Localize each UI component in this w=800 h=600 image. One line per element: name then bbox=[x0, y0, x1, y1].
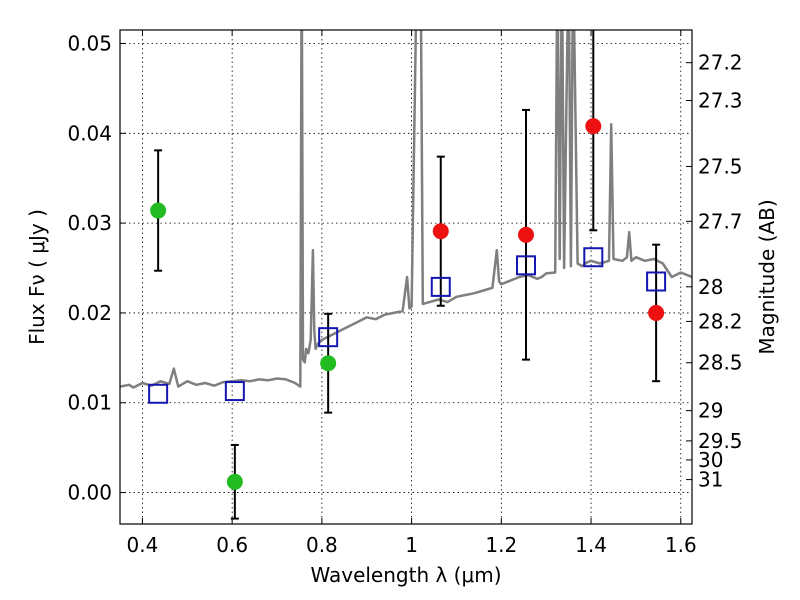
y-tick-label: 0.04 bbox=[67, 121, 112, 145]
y-axis-title-left: Flux Fν ( μJy ) bbox=[25, 209, 49, 345]
x-tick-label: 0.6 bbox=[216, 533, 248, 557]
x-tick-label: 0.4 bbox=[127, 533, 159, 557]
model-spectrum bbox=[120, 30, 692, 389]
mag-tick-label: 27.7 bbox=[698, 209, 743, 233]
red-data-point bbox=[432, 223, 449, 240]
x-tick-label: 1.6 bbox=[665, 533, 697, 557]
green-data-point bbox=[320, 355, 337, 372]
mag-tick-label: 27.3 bbox=[698, 88, 743, 112]
green-data-point bbox=[150, 202, 167, 219]
mag-tick-label: 28 bbox=[698, 275, 723, 299]
y-tick-label: 0.00 bbox=[67, 481, 112, 505]
x-tick-label: 1.4 bbox=[575, 533, 607, 557]
mag-tick-label: 30 bbox=[698, 448, 723, 472]
model-spectrum-line bbox=[120, 30, 692, 389]
model-square-marker bbox=[516, 255, 537, 276]
red-data-point bbox=[518, 226, 535, 243]
y-axis-title-right: Magnitude (AB) bbox=[755, 199, 779, 354]
y-tick-label: 0.05 bbox=[67, 31, 112, 55]
axis-ticks: 0.4 0.6 0.8 1 1.2 1.4 1.6 0.00 0.01 0.02 0.03 0.04 0… bbox=[67, 30, 743, 557]
plot-frame bbox=[119, 29, 693, 525]
model-square-marker bbox=[148, 383, 169, 404]
model-square-marker bbox=[646, 271, 667, 292]
y-tick-label: 0.01 bbox=[67, 391, 112, 415]
y-tick-label: 0.03 bbox=[67, 211, 112, 235]
x-tick-label: 0.8 bbox=[306, 533, 338, 557]
green-data-point bbox=[226, 473, 243, 490]
x-tick-label: 1.2 bbox=[485, 533, 517, 557]
x-tick-label: 1 bbox=[405, 533, 418, 557]
mag-tick-label: 27.5 bbox=[698, 154, 743, 178]
mag-tick-label: 28.5 bbox=[698, 351, 743, 375]
mag-tick-label: 31 bbox=[698, 468, 723, 492]
model-square-marker bbox=[224, 381, 245, 402]
x-axis-title: Wavelength λ (μm) bbox=[310, 563, 501, 587]
grid-lines bbox=[120, 30, 692, 524]
red-data-point bbox=[648, 304, 665, 321]
photometry-points bbox=[148, 30, 667, 520]
red-data-point bbox=[585, 118, 602, 135]
model-square-marker bbox=[583, 247, 604, 268]
mag-tick-label: 29 bbox=[698, 399, 723, 423]
mag-tick-label: 29.5 bbox=[698, 429, 743, 453]
model-square-marker bbox=[318, 327, 339, 348]
mag-tick-label: 27.2 bbox=[698, 51, 743, 75]
mag-tick-label: 28.2 bbox=[698, 309, 743, 333]
model-square-marker bbox=[430, 276, 451, 297]
y-tick-label: 0.02 bbox=[67, 301, 112, 325]
